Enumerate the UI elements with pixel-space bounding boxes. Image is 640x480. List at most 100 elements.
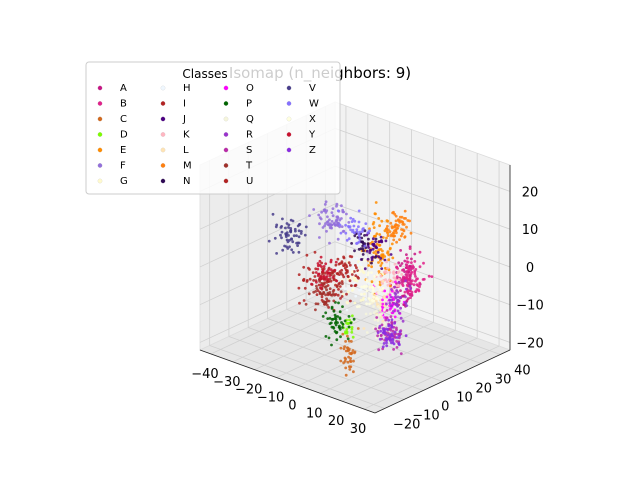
data-point-Z (385, 341, 388, 345)
data-point-I (349, 299, 352, 303)
data-point-W (368, 229, 371, 233)
data-point-D (351, 335, 355, 339)
data-point-X (381, 286, 385, 290)
data-point-Y (326, 272, 329, 276)
data-point-A (407, 270, 411, 274)
data-point-M (394, 219, 398, 223)
data-point-E (369, 242, 372, 245)
legend-marker-B (97, 101, 103, 106)
data-point-H (338, 255, 342, 258)
data-point-P (330, 325, 334, 329)
data-point-Q (364, 312, 368, 316)
data-point-J (372, 244, 376, 248)
data-point-C (347, 339, 351, 343)
data-point-F (338, 218, 342, 222)
data-point-M (394, 223, 398, 226)
data-point-Y (320, 265, 323, 268)
data-point-Z (395, 336, 399, 339)
data-point-T (315, 287, 319, 290)
data-point-E (380, 219, 384, 223)
data-point-B (407, 267, 411, 271)
data-point-B (405, 260, 409, 263)
data-point-X (360, 266, 364, 269)
data-point-S (392, 348, 395, 351)
series-R (385, 279, 413, 323)
data-point-P (341, 326, 344, 329)
data-point-V (291, 251, 295, 254)
data-point-T (322, 291, 326, 295)
data-point-W (349, 228, 352, 232)
data-point-I (297, 286, 301, 290)
grid-line-y (248, 327, 424, 391)
data-point-X (365, 285, 369, 288)
data-point-M (395, 240, 398, 244)
data-point-F (328, 218, 331, 222)
data-point-X (365, 280, 369, 283)
data-point-I (340, 295, 344, 298)
data-point-P (324, 335, 328, 338)
data-point-V (275, 252, 278, 255)
legend-marker-T (223, 163, 229, 168)
data-point-F (335, 204, 338, 208)
data-point-A (400, 262, 404, 265)
data-point-B (405, 263, 409, 267)
data-point-Y (318, 277, 322, 281)
data-point-P (333, 317, 337, 320)
legend-label-F: F (120, 161, 126, 172)
data-point-W (351, 217, 355, 221)
data-point-S (375, 316, 379, 319)
data-point-X (368, 286, 372, 289)
data-point-C (344, 357, 347, 361)
data-point-M (400, 228, 403, 231)
data-point-J (368, 248, 372, 252)
grid-line-y (209, 345, 385, 409)
data-point-Z (378, 324, 382, 328)
data-point-K (379, 274, 383, 278)
legend-marker-Q (223, 116, 229, 122)
data-point-E (381, 253, 385, 256)
data-point-H (365, 256, 368, 259)
data-point-E (380, 261, 384, 265)
data-point-H (354, 294, 358, 298)
data-point-O (385, 295, 389, 299)
legend-marker-M (160, 163, 166, 168)
data-point-C (344, 340, 347, 343)
data-point-B (406, 272, 410, 276)
data-point-R (397, 281, 401, 284)
legend-label-I: I (183, 99, 186, 110)
data-point-F (331, 207, 335, 211)
data-point-N (362, 249, 365, 253)
data-point-E (375, 242, 379, 246)
data-point-E (377, 261, 380, 264)
data-point-I (297, 273, 301, 276)
data-point-X (379, 288, 382, 292)
data-point-J (368, 251, 372, 255)
data-point-F (340, 225, 344, 229)
data-point-J (379, 235, 383, 239)
data-point-U (354, 274, 358, 277)
data-point-O (381, 302, 385, 306)
data-point-X (370, 271, 373, 274)
data-point-H (352, 257, 356, 261)
data-point-G (372, 278, 376, 281)
data-point-X (365, 302, 368, 306)
data-point-T (316, 302, 320, 306)
data-point-P (332, 309, 336, 313)
data-point-P (335, 338, 339, 342)
data-point-R (396, 295, 400, 299)
data-point-U (344, 268, 348, 272)
data-point-U (350, 255, 354, 259)
data-point-V (290, 248, 294, 252)
data-point-T (326, 291, 330, 295)
data-point-B (415, 277, 418, 281)
data-point-L (383, 295, 386, 299)
data-point-T (304, 302, 308, 306)
data-point-U (331, 270, 335, 273)
data-point-A (399, 264, 402, 267)
data-point-C (346, 334, 349, 338)
data-point-A (397, 261, 401, 265)
data-point-R (394, 296, 398, 300)
data-point-X (371, 299, 374, 302)
data-point-Z (393, 321, 396, 325)
